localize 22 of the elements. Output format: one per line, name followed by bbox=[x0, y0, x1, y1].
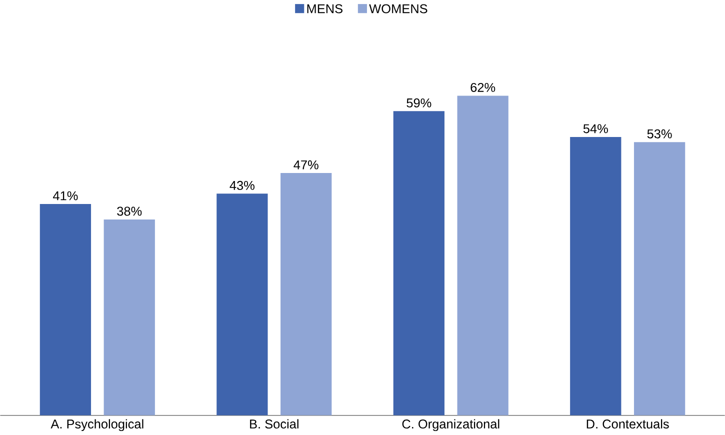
data-label: 59% bbox=[406, 98, 432, 108]
data-label: 53% bbox=[647, 130, 672, 139]
bar bbox=[104, 220, 155, 416]
bar bbox=[40, 204, 92, 416]
data-label: 62% bbox=[470, 83, 496, 92]
data-label: 54% bbox=[583, 124, 608, 134]
x-tick-label: A. Psychological bbox=[50, 419, 144, 432]
bar bbox=[216, 194, 268, 416]
bar bbox=[570, 137, 622, 416]
legend-label: WOMENS bbox=[369, 4, 428, 14]
data-label: 43% bbox=[230, 181, 254, 190]
x-tick-label: B. Social bbox=[250, 419, 298, 429]
bar bbox=[393, 111, 444, 416]
x-tick-label: D. Contextuals bbox=[586, 419, 669, 429]
data-label: 41% bbox=[53, 192, 78, 200]
bar bbox=[634, 142, 686, 416]
bar bbox=[280, 173, 332, 416]
bar bbox=[457, 96, 508, 416]
x-tick-label: C. Organizational bbox=[402, 419, 500, 432]
data-label: 47% bbox=[294, 160, 318, 170]
data-label: 38% bbox=[117, 206, 142, 216]
legend-label: MENS bbox=[307, 4, 342, 14]
